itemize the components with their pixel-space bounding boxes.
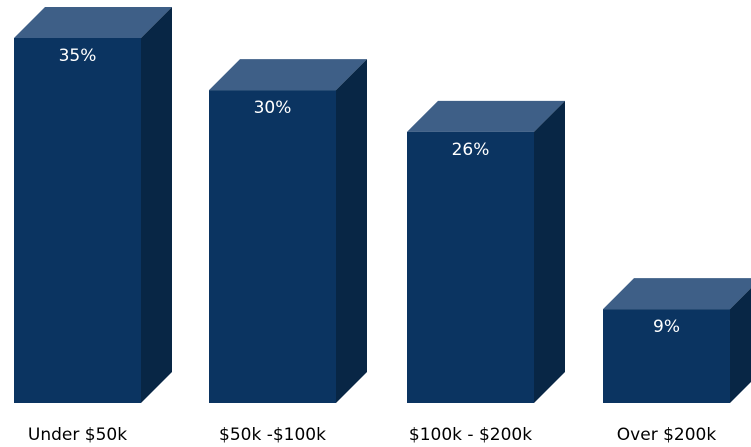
value-labels-group: 35% 30% 26% 9% [59,46,680,337]
bar [603,278,751,403]
category-label: Under $50k [28,425,127,445]
bar-side-face [336,59,367,404]
bar-side-face [534,100,565,403]
bar-front-face [209,90,336,404]
value-label: 9% [653,317,680,337]
bar-front-face [14,38,141,403]
bar-top-face [209,59,367,91]
value-label: 35% [59,46,97,66]
bar-top-face [407,100,565,132]
bar [407,100,565,403]
category-labels-group: Under $50k $50k -$100k $100k - $200k Ove… [28,425,716,445]
bar [14,7,172,403]
category-label: Over $200k [617,425,717,445]
bar-front-face [407,131,534,403]
bar-top-face [14,7,172,38]
value-label: 30% [254,98,292,118]
bars-group [14,7,751,404]
bar-side-face [730,288,751,403]
category-label: $100k - $200k [409,425,532,445]
category-label: $50k -$100k [219,425,326,445]
bar-front-face [603,309,730,403]
value-label: 26% [452,140,490,160]
bar [209,59,367,404]
bar-top-face [603,278,751,310]
bar-side-face [141,7,172,403]
